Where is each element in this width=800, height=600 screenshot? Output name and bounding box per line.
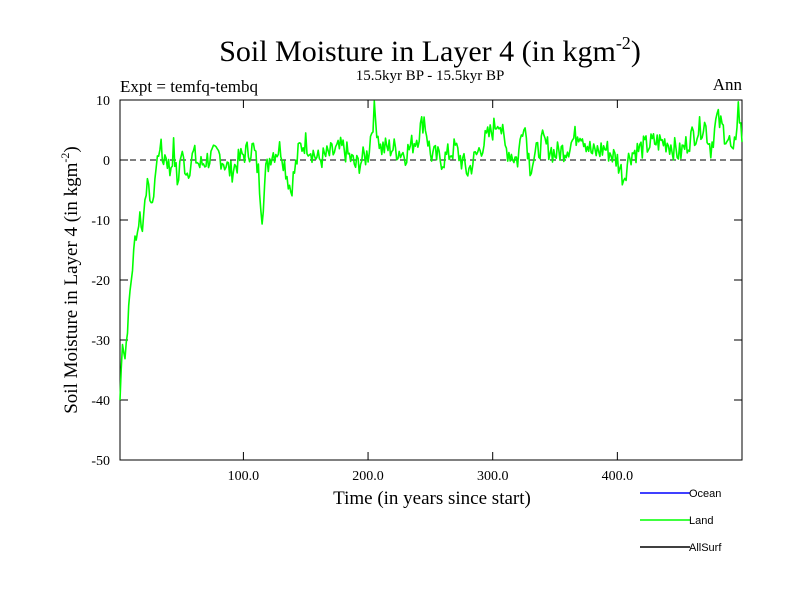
season-label: Ann — [713, 75, 743, 94]
y-tick-label: -40 — [91, 394, 110, 409]
y-tick-label: -50 — [91, 454, 110, 469]
y-tick-label: -20 — [91, 274, 110, 289]
legend-land-label: Land — [689, 515, 713, 527]
legend-ocean-label: Ocean — [689, 488, 721, 500]
y-axis-label: Soil Moisture in Layer 4 (in kgm-2) — [58, 146, 82, 414]
series-group — [119, 100, 743, 401]
legend: Ocean Land AllSurf — [640, 488, 722, 554]
chart-subtitle: 15.5kyr BP - 15.5kyr BP — [356, 68, 505, 84]
x-axis-label: Time (in years since start) — [333, 488, 531, 509]
x-axis: 100.0 200.0 300.0 400.0 — [228, 100, 633, 484]
x-tick-label: 400.0 — [602, 469, 634, 484]
series-line-land — [119, 100, 743, 401]
x-tick-label: 200.0 — [352, 469, 384, 484]
y-tick-label: -10 — [91, 214, 110, 229]
expt-label: Expt = temfq-tembq — [120, 77, 259, 96]
y-axis: -50 -40 -30 -20 -10 0 10 — [91, 94, 742, 469]
y-tick-label: 0 — [103, 154, 110, 169]
chart-title: Soil Moisture in Layer 4 (in kgm-2) — [219, 33, 641, 68]
y-tick-label: -30 — [91, 334, 110, 349]
x-tick-label: 100.0 — [228, 469, 260, 484]
legend-allsurf-label: AllSurf — [689, 542, 722, 554]
x-tick-label: 300.0 — [477, 469, 509, 484]
y-tick-label: 10 — [96, 94, 110, 109]
